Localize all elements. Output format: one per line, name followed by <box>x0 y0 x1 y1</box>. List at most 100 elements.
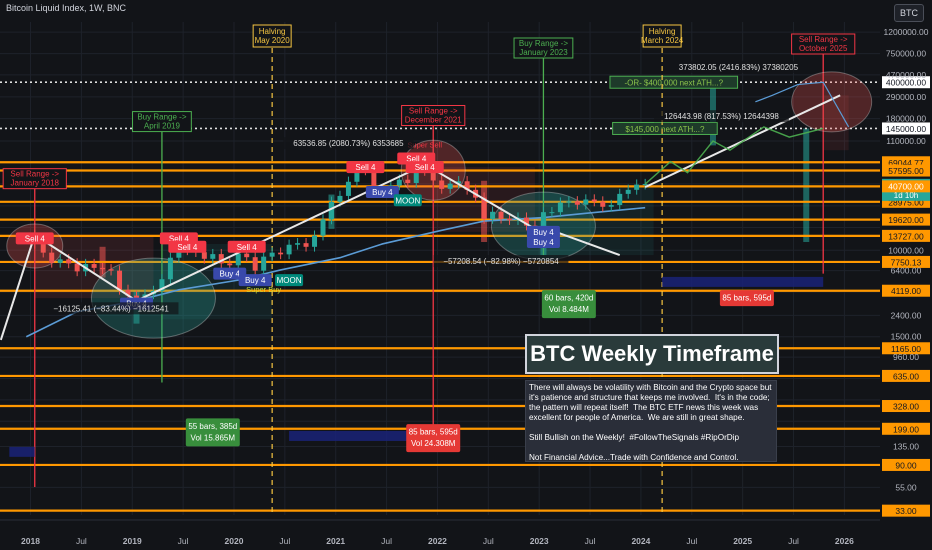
signal-label-box <box>168 240 207 253</box>
range-marker-label: October 2025 <box>799 44 848 53</box>
candle-body <box>413 167 419 184</box>
price-level-badge <box>882 422 930 435</box>
signal-label-box <box>365 185 399 198</box>
range-marker-label: January 2018 <box>11 179 60 188</box>
symbol-button[interactable]: BTC <box>894 4 924 22</box>
projection-path-high <box>755 81 850 128</box>
signal-label: Buy 4 <box>245 276 266 285</box>
range-marker-box <box>2 168 67 190</box>
price-axis-tick: 750000.00 <box>886 49 926 59</box>
price-level-badge <box>882 164 930 177</box>
time-axis-tick: Jul <box>788 536 799 546</box>
price-axis-tick: 470000.00 <box>886 70 926 80</box>
trend-line <box>424 163 536 230</box>
signal-label-box <box>526 225 560 238</box>
candle-body <box>40 243 46 253</box>
halving-label: May 2020 <box>255 36 291 45</box>
candle-body <box>125 289 131 296</box>
candle-body <box>608 205 614 207</box>
candle-body <box>481 197 487 219</box>
time-axis-tick: Jul <box>279 536 290 546</box>
price-level-badge <box>882 213 930 226</box>
candle-body <box>447 183 453 189</box>
measurement-label: −16125.41 (−83.44%) −1612541 <box>53 304 169 313</box>
range-marker-label: Buy Range -> <box>519 39 568 48</box>
candle-body <box>574 201 580 205</box>
candle-body <box>159 279 165 291</box>
halving-label-box <box>252 24 292 48</box>
candle-body <box>634 184 640 190</box>
price-level-badge <box>882 400 930 413</box>
price-level-label: 7750.13 <box>891 257 922 267</box>
price-axis-tick: 1200000.00 <box>884 27 929 37</box>
projection-path <box>644 126 824 185</box>
candle-body <box>218 254 224 264</box>
candle-body <box>278 252 284 255</box>
time-axis-tick: 2020 <box>225 536 244 546</box>
signal-label: Sell 4 <box>355 163 376 172</box>
candle-body <box>549 212 555 214</box>
range-marker-label: January 2023 <box>519 48 568 57</box>
candle-body <box>540 212 546 228</box>
range-zone <box>543 187 654 256</box>
signal-label: Sell 4 <box>406 154 427 163</box>
price-level-label: 33.00 <box>895 506 917 516</box>
price-level-label: 635.00 <box>893 371 919 381</box>
price-level-badge <box>882 284 930 297</box>
candle-body <box>642 184 648 186</box>
cycle-ellipse <box>791 71 873 133</box>
halving-label: Halving <box>649 27 676 36</box>
signal-label-box <box>238 274 272 287</box>
candle-body <box>396 179 402 186</box>
range-marker-box <box>513 37 574 59</box>
bars-range-box <box>719 290 774 307</box>
signal-label: Sell 4 <box>237 243 258 252</box>
candle-body <box>464 181 470 190</box>
candle-body <box>66 259 72 264</box>
signal-label: Sell 4 <box>25 234 46 243</box>
measurement-box <box>433 255 569 268</box>
price-level-label: 28975.00 <box>888 197 924 207</box>
price-level-label: 1165.00 <box>891 344 921 354</box>
bars-range-sub: Vol 15.865M <box>191 433 236 442</box>
price-level-label: 4119.00 <box>891 286 921 296</box>
candle-body <box>261 256 267 271</box>
target-annotation-box <box>609 75 739 89</box>
candle-body <box>625 189 631 194</box>
measurement-label: 373802.05 (2416.83%) 37380205 <box>679 63 799 72</box>
price-level-label: 13727.00 <box>888 231 924 241</box>
target-level-label: 400000.00 <box>886 78 926 88</box>
measurement-label: 126443.98 (817.53%) 12644398 <box>664 112 779 121</box>
trend-line <box>0 234 36 341</box>
halving-label: March 2024 <box>641 36 684 45</box>
price-level-badge <box>882 229 930 242</box>
price-level-label: 19620.00 <box>888 215 924 225</box>
price-axis-tick: 6400.00 <box>891 266 922 276</box>
bars-range-box <box>185 418 240 447</box>
range-marker-label: Sell Range -> <box>799 35 848 44</box>
trend-line <box>34 234 138 302</box>
price-axis-tick: 55.00 <box>895 482 917 492</box>
signal-label-box <box>213 267 247 280</box>
signal-label: Sell 4 <box>169 234 190 243</box>
price-axis-badge <box>882 180 930 193</box>
candle-body <box>371 170 377 191</box>
range-duration-bar <box>9 446 35 457</box>
candle-body <box>498 211 504 219</box>
signal-label: MOON <box>277 276 302 285</box>
candle-body <box>57 259 63 263</box>
time-axis-tick: Jul <box>686 536 697 546</box>
signal-label: Buy 4 <box>220 270 241 279</box>
time-axis-tick: 2018 <box>21 536 40 546</box>
candle-body <box>295 243 301 245</box>
candle-body <box>591 199 597 202</box>
price-axis-tick: 10000.00 <box>888 245 924 255</box>
time-axis-tick: Jul <box>585 536 596 546</box>
signal-label: Buy 4 <box>372 188 393 197</box>
candle-body <box>74 263 80 272</box>
signal-label-box <box>275 274 304 287</box>
measurement-box <box>43 302 179 315</box>
candle-body <box>490 211 496 219</box>
